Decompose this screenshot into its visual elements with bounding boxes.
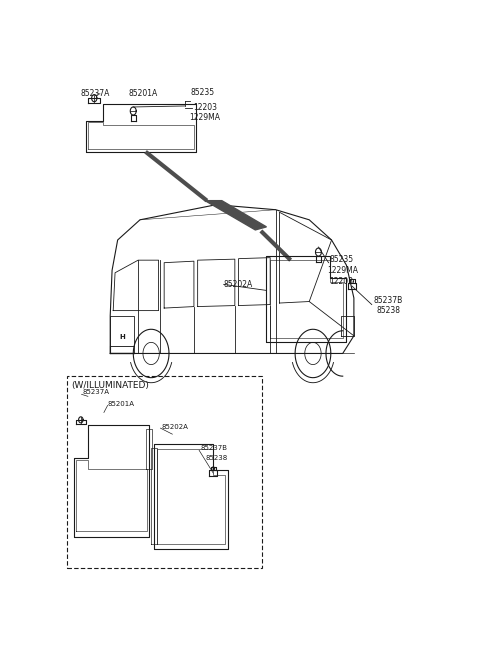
Text: 12203: 12203 — [193, 103, 217, 113]
Text: 85238: 85238 — [377, 306, 401, 315]
Text: 1229MA: 1229MA — [190, 113, 220, 122]
Text: 85237B: 85237B — [201, 445, 228, 451]
Polygon shape — [205, 200, 266, 230]
Text: 85237B: 85237B — [373, 296, 402, 305]
Text: 85202A: 85202A — [161, 424, 188, 430]
Text: H: H — [120, 334, 125, 340]
Text: 85201A: 85201A — [108, 401, 134, 407]
Text: (W/ILLUMINATED): (W/ILLUMINATED) — [71, 381, 149, 390]
Text: 85238: 85238 — [205, 455, 228, 461]
Text: 85202A: 85202A — [224, 280, 253, 289]
Text: 85237A: 85237A — [81, 89, 110, 98]
Text: 85235: 85235 — [330, 255, 354, 264]
Text: 85201A: 85201A — [129, 89, 158, 98]
Bar — [67, 376, 262, 568]
Text: 85237A: 85237A — [83, 389, 109, 396]
Text: 85235: 85235 — [191, 88, 215, 97]
Text: 1229MA: 1229MA — [327, 266, 358, 275]
Text: 12203: 12203 — [330, 277, 354, 286]
